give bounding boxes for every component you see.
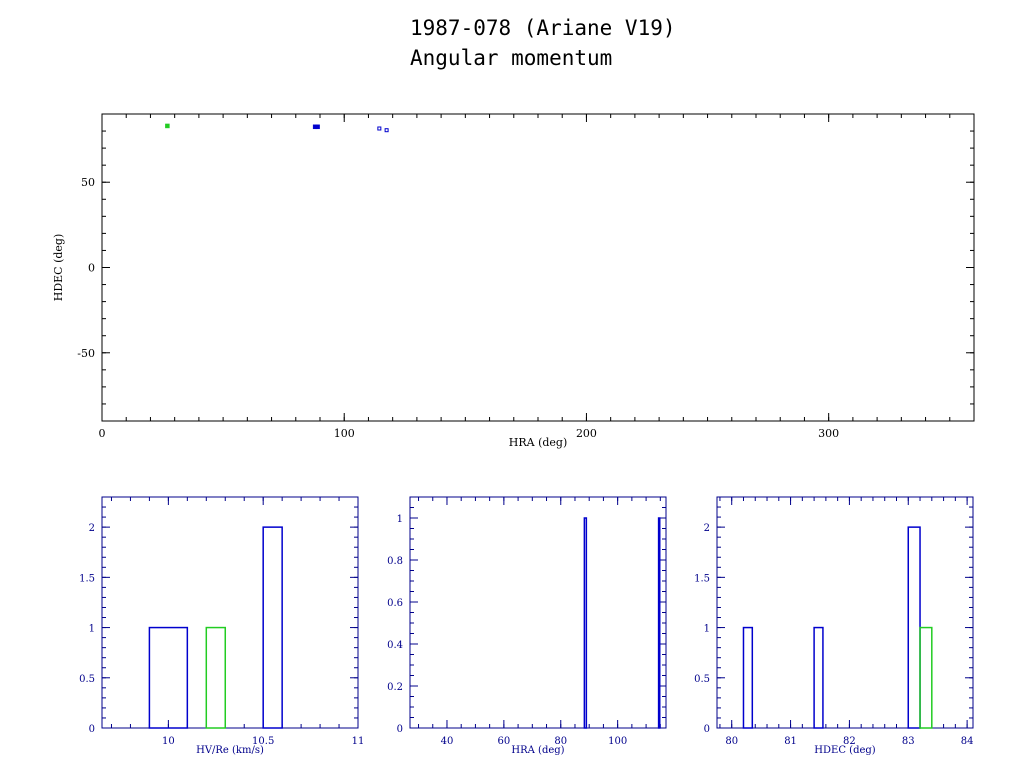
chart-subtitle: Angular momentum bbox=[410, 46, 613, 70]
data-point bbox=[165, 123, 170, 129]
y-tick-label: 2 bbox=[89, 523, 95, 534]
x-tick-label: 300 bbox=[818, 427, 839, 440]
x-tick-label: 40 bbox=[441, 736, 454, 747]
data-point bbox=[384, 128, 389, 133]
data-point bbox=[377, 126, 382, 131]
x-tick-label: 200 bbox=[576, 427, 597, 440]
y-tick-label: 2 bbox=[704, 523, 710, 534]
y-tick-label: 0.5 bbox=[694, 674, 710, 685]
plot-frame bbox=[101, 496, 359, 729]
plot-frame bbox=[101, 113, 975, 422]
y-tick-label: 0.4 bbox=[387, 640, 403, 651]
histogram-hdec-panel: 80 81 82 83 84 0 0.5 1 1.5 2 HDEC (deg) bbox=[694, 496, 974, 756]
y-tick-label: 0 bbox=[704, 724, 710, 735]
x-axis-label: HRA (deg) bbox=[509, 436, 568, 449]
y-tick-label: 1.5 bbox=[694, 573, 710, 584]
y-tick-label: 1 bbox=[397, 514, 403, 525]
histogram-hra-panel: 40 60 80 100 0 0.2 0.4 0.6 0.8 1 HRA (deg) bbox=[387, 496, 667, 756]
data-point bbox=[315, 124, 320, 130]
y-tick-label: 0 bbox=[88, 262, 95, 275]
x-tick-label: 81 bbox=[784, 736, 797, 747]
x-axis-label: HDEC (deg) bbox=[814, 745, 875, 756]
histogram-bar bbox=[262, 526, 283, 729]
y-tick-label: 0.6 bbox=[387, 598, 403, 609]
x-axis-label: HRA (deg) bbox=[511, 745, 564, 756]
y-tick-label: 50 bbox=[81, 176, 95, 189]
histogram-bar bbox=[813, 626, 824, 729]
histogram-speed-panel: 10 10.5 11 0 0.5 1 1.5 2 HV/Re (km/s) bbox=[79, 496, 365, 756]
x-tick-label: 83 bbox=[902, 736, 915, 747]
histogram-bar bbox=[919, 626, 933, 729]
histogram-bar bbox=[657, 517, 661, 729]
y-tick-label: 0.8 bbox=[387, 556, 403, 567]
plot-frame bbox=[409, 496, 667, 729]
plot-frame bbox=[716, 496, 974, 729]
x-axis-label: HV/Re (km/s) bbox=[196, 745, 264, 756]
x-tick-label: 100 bbox=[608, 736, 627, 747]
y-axis-label: HDEC (deg) bbox=[52, 234, 65, 302]
histogram-bar bbox=[148, 626, 189, 729]
y-tick-label: 0 bbox=[89, 724, 95, 735]
x-tick-label: 10 bbox=[162, 736, 175, 747]
x-tick-label: 60 bbox=[497, 736, 510, 747]
scatter-panel: 0 100 200 300 -50 0 50 HRA (deg) HDEC (deg) bbox=[52, 113, 975, 449]
y-tick-label: 1 bbox=[704, 624, 710, 635]
y-tick-label: 0.2 bbox=[387, 682, 403, 693]
y-tick-label: 0 bbox=[397, 724, 403, 735]
histogram-bar bbox=[583, 517, 588, 729]
x-tick-label: 11 bbox=[352, 736, 365, 747]
histogram-bar bbox=[907, 526, 921, 729]
x-tick-label: 80 bbox=[725, 736, 738, 747]
x-tick-label: 82 bbox=[843, 736, 856, 747]
y-tick-label: -50 bbox=[77, 347, 95, 360]
y-tick-label: 1.5 bbox=[79, 573, 95, 584]
y-tick-label: 1 bbox=[89, 624, 95, 635]
y-tick-label: 0.5 bbox=[79, 674, 95, 685]
x-tick-label: 0 bbox=[99, 427, 106, 440]
x-tick-label: 84 bbox=[961, 736, 974, 747]
x-tick-label: 100 bbox=[334, 427, 355, 440]
x-tick-label: 10.5 bbox=[252, 736, 274, 747]
histogram-bar bbox=[205, 626, 227, 729]
histogram-bar bbox=[742, 626, 754, 729]
chart-title: 1987-078 (Ariane V19) bbox=[410, 16, 676, 40]
x-tick-label: 80 bbox=[554, 736, 567, 747]
